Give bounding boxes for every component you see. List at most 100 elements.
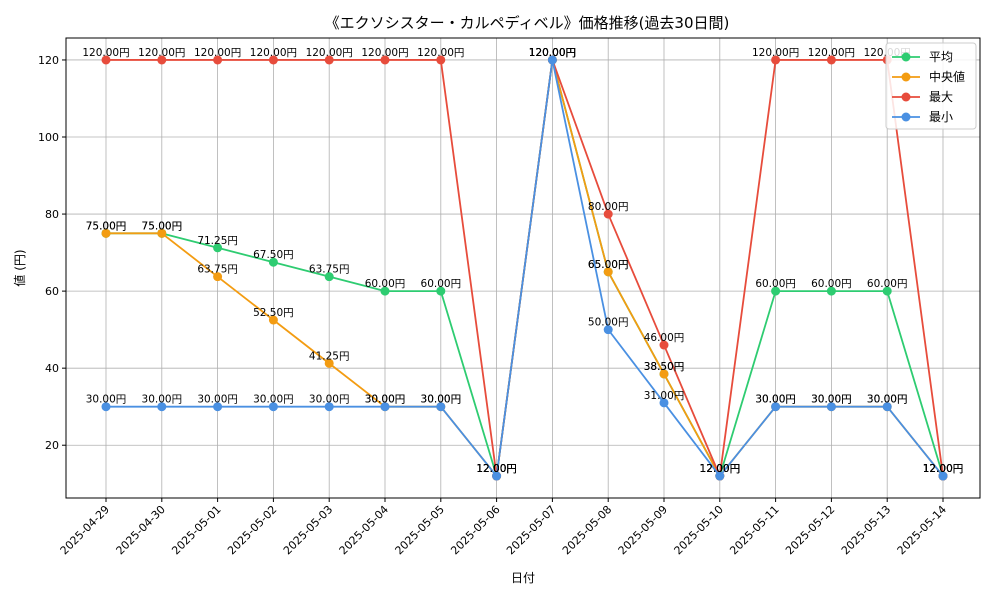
data-label: 50.00円 [588,317,629,329]
data-point [771,286,781,296]
data-point [771,55,781,65]
data-label: 120.00円 [361,47,408,59]
data-labels: 75.00円 75.00円 71.25円 67.50円 63.75円 60.00円 60.0… [82,47,963,475]
data-label: 12.00円 [476,463,517,475]
data-label: 60.00円 [811,278,852,290]
data-point [826,402,836,412]
data-label: 75.00円 [86,220,127,232]
data-label: 12.00円 [476,463,517,475]
legend-box [885,42,977,130]
data-label: 65.00円 [588,259,629,271]
legend-marker [901,112,911,122]
chart-title: 《エクソシスター・カルペディベル》価格推移(過去30日間) [325,14,730,32]
data-label: 30.00円 [867,394,908,406]
data-label: 38.50円 [644,361,685,373]
y-axis-label: 値 (円) [12,249,27,286]
data-label: 30.00円 [755,394,796,406]
data-point [771,402,781,412]
y-tick-label: 80 [45,208,59,221]
data-label: 80.00円 [588,201,629,213]
data-label: 60.00円 [867,278,908,290]
data-point [826,55,836,65]
y-tick-label: 60 [45,285,59,298]
data-label: 30.00円 [755,394,796,406]
data-label: 60.00円 [365,278,406,290]
data-point [268,402,278,412]
data-label: 30.00円 [253,394,294,406]
data-label: 120.00円 [529,47,576,59]
data-label: 63.75円 [309,264,350,276]
data-label: 30.00円 [867,394,908,406]
data-label: 30.00円 [309,394,350,406]
data-label: 12.00円 [476,463,517,475]
data-label: 75.00円 [142,220,183,232]
data-point [101,55,111,65]
data-point [324,55,334,65]
data-label: 120.00円 [138,47,185,59]
data-point [882,286,892,296]
data-label: 12.00円 [923,463,964,475]
data-point [882,402,892,412]
data-label: 65.00円 [588,259,629,271]
data-label: 30.00円 [365,394,406,406]
data-label: 120.00円 [529,47,576,59]
data-point [213,55,223,65]
data-label: 30.00円 [811,394,852,406]
data-point [436,402,446,412]
data-label: 120.00円 [529,47,576,59]
data-label: 41.25円 [309,350,350,362]
data-point [213,272,223,282]
data-point [101,228,111,238]
data-point [436,286,446,296]
data-point [380,402,390,412]
data-point [324,402,334,412]
data-label: 120.00円 [417,47,464,59]
data-label: 120.00円 [808,47,855,59]
data-label: 12.00円 [476,463,517,475]
series-lines [101,55,948,481]
data-label: 63.75円 [197,264,238,276]
data-point [659,340,669,350]
legend-entry: 最小 [929,110,953,124]
data-point [380,286,390,296]
data-label: 67.50円 [253,249,294,261]
y-tick-label: 40 [45,362,59,375]
data-label: 120.00円 [82,47,129,59]
data-point [268,55,278,65]
data-point [157,402,167,412]
data-label: 12.00円 [923,463,964,475]
y-tick-label: 100 [38,131,59,144]
data-label: 12.00円 [700,463,741,475]
data-label: 75.00円 [86,220,127,232]
data-label: 120.00円 [250,47,297,59]
data-label: 31.00円 [644,390,685,402]
data-label: 30.00円 [811,394,852,406]
data-label: 12.00円 [700,463,741,475]
data-label: 75.00円 [142,220,183,232]
data-point [157,55,167,65]
data-label: 12.00円 [923,463,964,475]
data-point [324,358,334,368]
data-label: 30.00円 [365,394,406,406]
data-label: 120.00円 [529,47,576,59]
data-label: 30.00円 [86,394,127,406]
data-point [659,398,669,408]
data-point [603,267,613,277]
data-point [268,257,278,267]
data-point [826,286,836,296]
plot-area-frame [65,37,981,499]
data-point [715,471,725,481]
y-tick-label: 120 [38,54,59,67]
data-point [938,471,948,481]
data-point [436,55,446,65]
legend-entry: 最大 [929,90,953,104]
legend-marker [901,52,911,62]
data-point [101,402,111,412]
data-point [213,243,223,253]
data-point [603,209,613,219]
data-label: 12.00円 [700,463,741,475]
data-point [659,369,669,379]
data-label: 60.00円 [421,278,462,290]
